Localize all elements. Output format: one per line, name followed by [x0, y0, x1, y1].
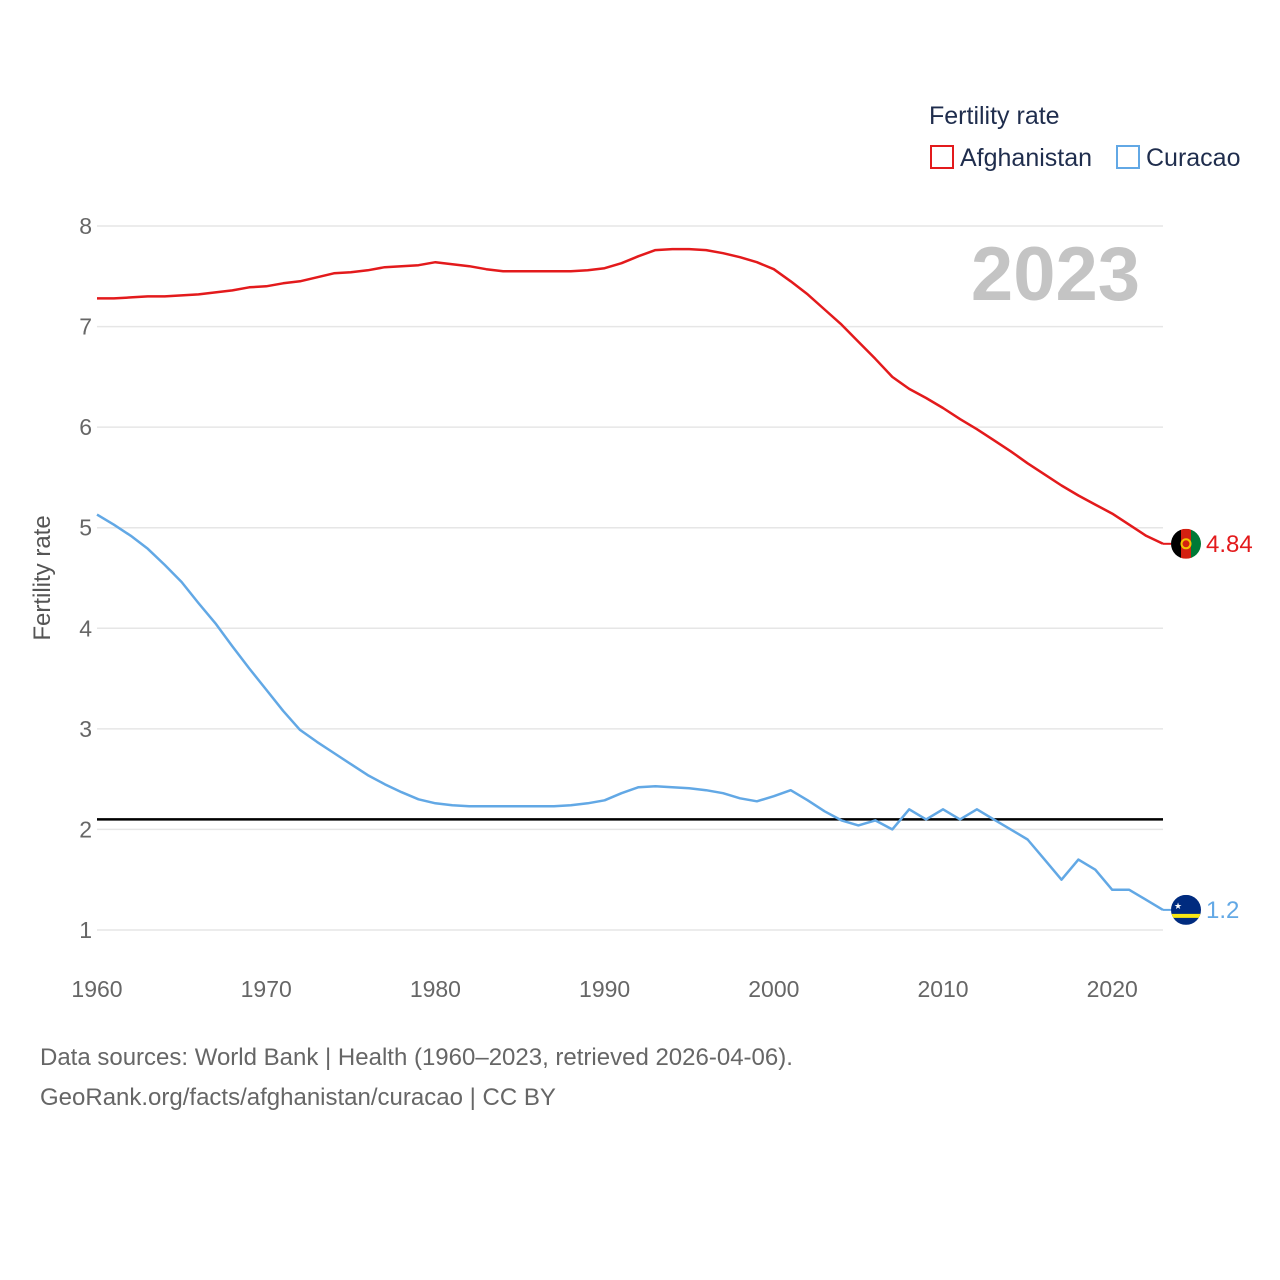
series-line-afghanistan — [97, 247, 1164, 545]
x-tick-2020: 2020 — [1087, 976, 1138, 1002]
legend-item-afghanistan[interactable]: Afghanistan — [930, 144, 1092, 172]
x-tick-2000: 2000 — [748, 976, 799, 1002]
y-tick-8: 8 — [79, 213, 92, 239]
y-tick-4: 4 — [79, 615, 92, 641]
y-tick-2: 2 — [79, 816, 92, 842]
y-axis-title: Fertility rate — [29, 515, 56, 640]
legend-label-afghanistan: Afghanistan — [960, 144, 1092, 172]
legend-item-curacao[interactable]: Curacao — [1116, 144, 1241, 172]
current-year-label: 2023 — [971, 232, 1140, 317]
legend-swatch-afghanistan — [930, 145, 954, 169]
x-tick-1980: 1980 — [410, 976, 461, 1002]
afghanistan-end-marker: 4.84 — [1171, 528, 1253, 559]
x-tick-labels: 1960 1970 1980 1990 2000 2010 2020 — [71, 976, 1137, 1002]
afghanistan-end-value: 4.84 — [1206, 531, 1253, 558]
y-tick-labels: 1 2 3 4 5 6 7 8 — [79, 213, 92, 943]
fertility-rate-chart: 1 2 3 4 5 6 7 8 1960 1970 1980 1990 2000 2010 2020 Fe… — [29, 102, 1253, 1002]
y-tick-6: 6 — [79, 414, 92, 440]
legend-title: Fertility rate — [929, 102, 1060, 130]
svg-text:★: ★ — [1174, 902, 1182, 912]
x-tick-1960: 1960 — [71, 976, 122, 1002]
series-lines — [96, 247, 1171, 911]
x-tick-2010: 2010 — [917, 976, 968, 1002]
curacao-end-marker: ★ 1.2 — [1171, 894, 1239, 925]
afghanistan-flag-icon — [1171, 528, 1201, 559]
curacao-end-value: 1.2 — [1206, 897, 1239, 924]
footer-attribution: GeoRank.org/facts/afghanistan/curacao | … — [40, 1084, 556, 1111]
y-tick-1: 1 — [79, 917, 92, 943]
y-tick-7: 7 — [79, 314, 92, 340]
y-tick-3: 3 — [79, 716, 92, 742]
footer-sources: Data sources: World Bank | Health (1960–… — [40, 1044, 793, 1071]
x-tick-1970: 1970 — [241, 976, 292, 1002]
legend-swatch-curacao — [1116, 145, 1140, 169]
curacao-flag-icon: ★ — [1171, 894, 1201, 925]
x-tick-1990: 1990 — [579, 976, 630, 1002]
series-line-curacao — [96, 513, 1164, 911]
grid-lines — [97, 225, 1163, 931]
legend-label-curacao: Curacao — [1146, 144, 1241, 172]
y-tick-5: 5 — [79, 515, 92, 541]
legend: Fertility rate Afghanistan Curacao — [929, 102, 1241, 172]
